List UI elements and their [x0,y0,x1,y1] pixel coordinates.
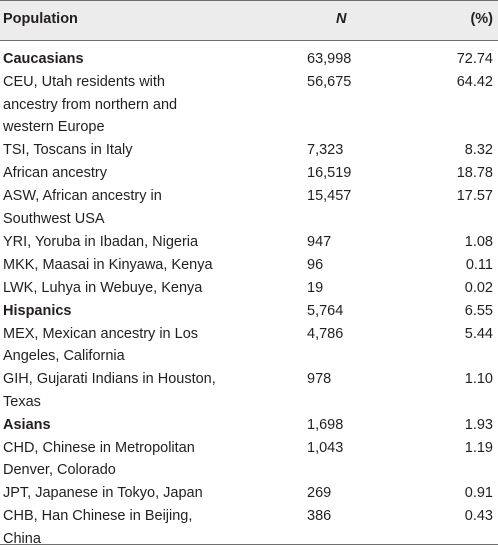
percent-cell: 0.02 [413,277,493,300]
n-cell: 978 [307,368,387,391]
n-cell: 4,786 [307,323,387,346]
percent-cell: 17.57 [413,185,493,208]
population-line: CHB, Han Chinese in Beijing, [3,505,313,528]
n-cell: 386 [307,505,387,528]
population-line: Hispanics [3,300,313,323]
population-line: JPT, Japanese in Tokyo, Japan [3,482,313,505]
n-cell: 63,998 [307,48,387,71]
n-cell: 19 [307,277,387,300]
population-line: GIH, Gujarati Indians in Houston, [3,368,313,391]
percent-cell: 64.42 [413,71,493,94]
header-percent: (%) [413,8,493,31]
n-cell: 1,043 [307,437,387,460]
population-line: Texas [3,391,313,414]
population-line: CEU, Utah residents with [3,71,313,94]
n-cell: 7,323 [307,139,387,162]
percent-cell: 5.44 [413,323,493,346]
population-cell: GIH, Gujarati Indians in Houston,Texas [3,368,313,413]
population-line: Denver, Colorado [3,459,313,482]
population-cell: African ancestry [3,162,313,185]
percent-cell: 8.32 [413,139,493,162]
percent-cell: 1.19 [413,437,493,460]
population-cell: LWK, Luhya in Webuye, Kenya [3,277,313,300]
population-cell: JPT, Japanese in Tokyo, Japan [3,482,313,505]
n-cell: 5,764 [307,300,387,323]
population-cell: Caucasians [3,48,313,71]
percent-cell: 1.10 [413,368,493,391]
percent-cell: 0.11 [413,254,493,277]
percent-cell: 0.91 [413,482,493,505]
population-cell: TSI, Toscans in Italy [3,139,313,162]
population-line: Caucasians [3,48,313,71]
population-cell: YRI, Yoruba in Ibadan, Nigeria [3,231,313,254]
population-line: China [3,528,313,550]
population-line: African ancestry [3,162,313,185]
population-line: ancestry from northern and [3,94,313,117]
header-population: Population [3,8,313,31]
population-line: western Europe [3,116,313,139]
percent-cell: 18.78 [413,162,493,185]
population-line: CHD, Chinese in Metropolitan [3,437,313,460]
n-cell: 947 [307,231,387,254]
n-cell: 96 [307,254,387,277]
population-line: Southwest USA [3,208,313,231]
population-line: MKK, Maasai in Kinyawa, Kenya [3,254,313,277]
population-line: TSI, Toscans in Italy [3,139,313,162]
bottom-rule [0,544,498,545]
population-line: LWK, Luhya in Webuye, Kenya [3,277,313,300]
n-cell: 1,698 [307,414,387,437]
percent-cell: 72.74 [413,48,493,71]
percent-cell: 1.08 [413,231,493,254]
population-cell: Hispanics [3,300,313,323]
population-line: Asians [3,414,313,437]
population-line: Angeles, California [3,345,313,368]
n-cell: 15,457 [307,185,387,208]
percent-cell: 6.55 [413,300,493,323]
population-cell: MKK, Maasai in Kinyawa, Kenya [3,254,313,277]
header-n: N [336,8,416,31]
population-line: YRI, Yoruba in Ibadan, Nigeria [3,231,313,254]
n-cell: 269 [307,482,387,505]
population-line: MEX, Mexican ancestry in Los [3,323,313,346]
percent-cell: 0.43 [413,505,493,528]
population-line: ASW, African ancestry in [3,185,313,208]
n-cell: 56,675 [307,71,387,94]
n-cell: 16,519 [307,162,387,185]
population-cell: Asians [3,414,313,437]
percent-cell: 1.93 [413,414,493,437]
